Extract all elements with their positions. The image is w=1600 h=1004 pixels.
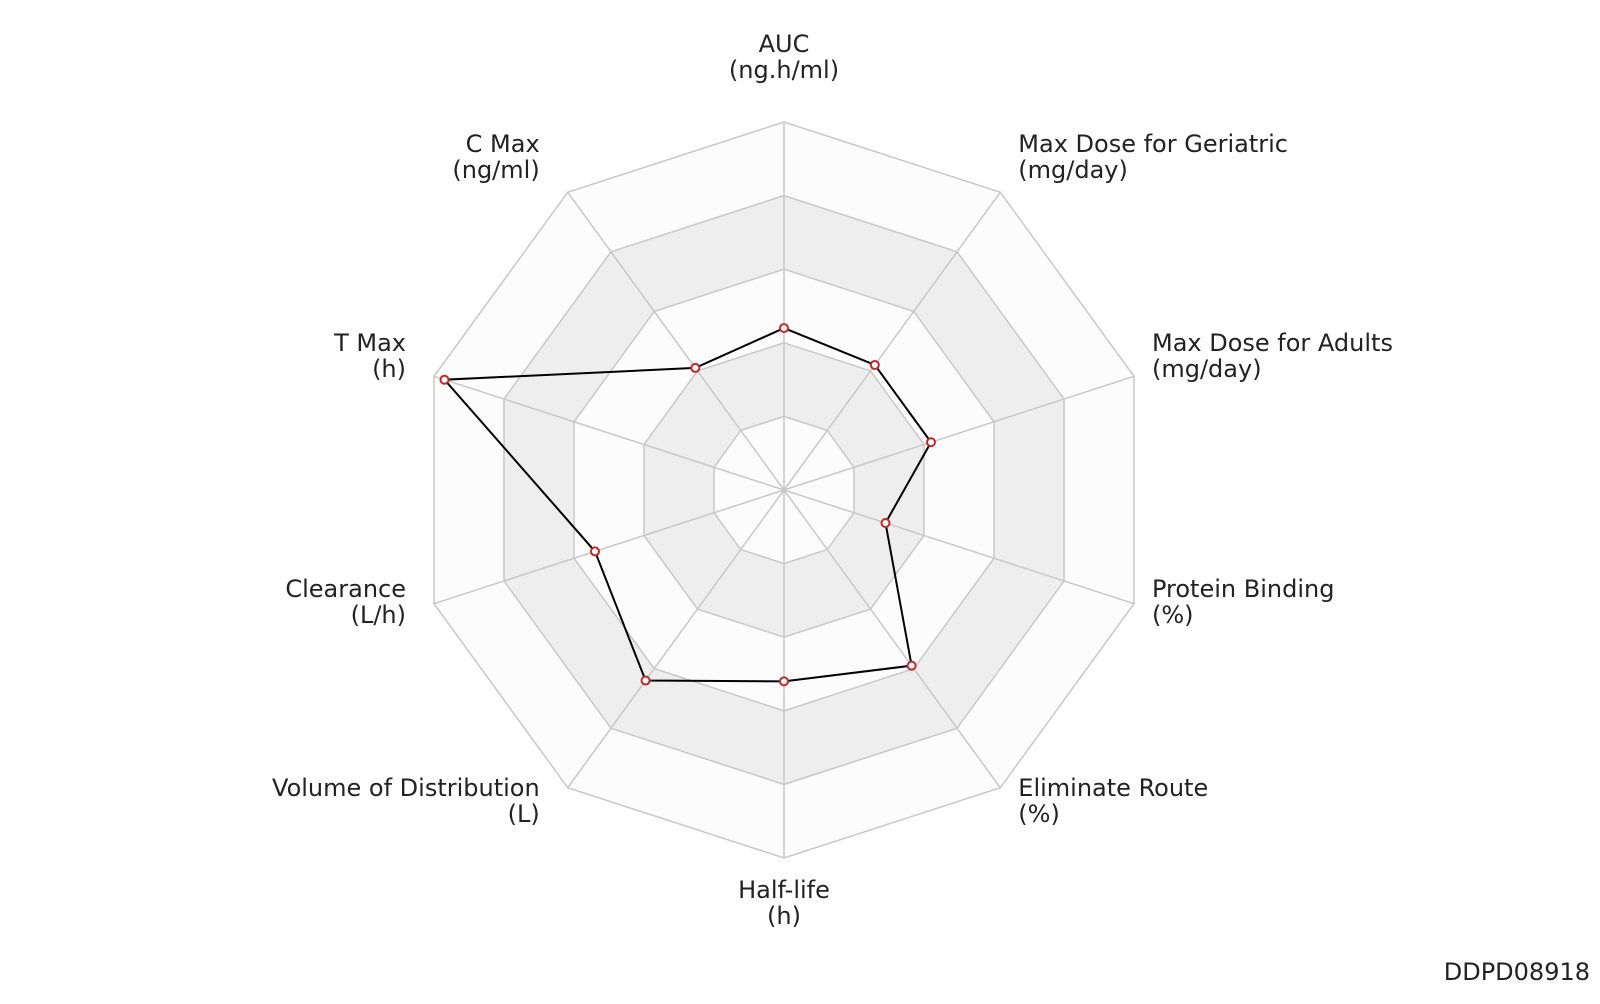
axis-label: Protein Binding (%) bbox=[1152, 575, 1334, 629]
axis-spoke bbox=[783, 489, 1135, 605]
axis-unit: (ng.h/ml) bbox=[729, 56, 839, 84]
axis-spoke bbox=[433, 489, 785, 605]
data-point bbox=[779, 323, 789, 334]
axis-unit: (mg/day) bbox=[1152, 355, 1262, 383]
axis-spoke bbox=[567, 191, 785, 491]
axis-unit: (ng/ml) bbox=[452, 156, 539, 184]
data-point bbox=[640, 675, 651, 686]
axis-label: T Max (h) bbox=[333, 329, 406, 383]
axis-label: Eliminate Route (%) bbox=[1018, 774, 1208, 828]
axis-name: Eliminate Route bbox=[1018, 774, 1208, 802]
data-point bbox=[925, 437, 936, 448]
axis-label: C Max (ng/ml) bbox=[452, 130, 539, 184]
axis-name: C Max bbox=[466, 130, 540, 158]
axis-name: Half-life bbox=[738, 876, 830, 904]
axis-spoke bbox=[783, 489, 1001, 789]
axis-spoke bbox=[567, 489, 785, 789]
axis-name: T Max bbox=[333, 329, 406, 357]
axis-unit: (%) bbox=[1152, 601, 1194, 629]
axis-name: Max Dose for Adults bbox=[1152, 329, 1393, 357]
axis-label: Max Dose for Adults (mg/day) bbox=[1152, 329, 1393, 383]
axis-label: Volume of Distribution (L) bbox=[272, 774, 540, 828]
axis-label: AUC (ng.h/ml) bbox=[729, 30, 839, 84]
data-point bbox=[779, 676, 789, 687]
axis-spoke bbox=[783, 375, 1135, 491]
axis-unit: (L/h) bbox=[351, 601, 406, 629]
axis-unit: (L) bbox=[508, 800, 540, 828]
data-point bbox=[869, 359, 880, 370]
axis-name: AUC bbox=[759, 30, 810, 58]
axis-name: Volume of Distribution bbox=[272, 774, 540, 802]
axis-spoke bbox=[783, 191, 1001, 491]
data-point bbox=[690, 362, 701, 373]
axis-name: Max Dose for Geriatric bbox=[1018, 130, 1288, 158]
axis-unit: (mg/day) bbox=[1018, 156, 1128, 184]
axis-unit: (%) bbox=[1018, 800, 1060, 828]
axis-label: Max Dose for Geriatric (mg/day) bbox=[1018, 130, 1288, 184]
axis-name: Protein Binding bbox=[1152, 575, 1334, 603]
data-point bbox=[906, 660, 917, 671]
footer-id: DDPD08918 bbox=[1444, 958, 1590, 986]
data-point bbox=[880, 517, 891, 528]
axis-unit: (h) bbox=[767, 902, 801, 930]
axis-spoke bbox=[433, 375, 785, 491]
data-point bbox=[439, 374, 450, 385]
axis-label: Clearance (L/h) bbox=[285, 575, 406, 629]
axis-label: Half-life (h) bbox=[738, 876, 830, 930]
data-point bbox=[590, 546, 601, 557]
axis-name: Clearance bbox=[285, 575, 406, 603]
axis-unit: (h) bbox=[372, 355, 406, 383]
